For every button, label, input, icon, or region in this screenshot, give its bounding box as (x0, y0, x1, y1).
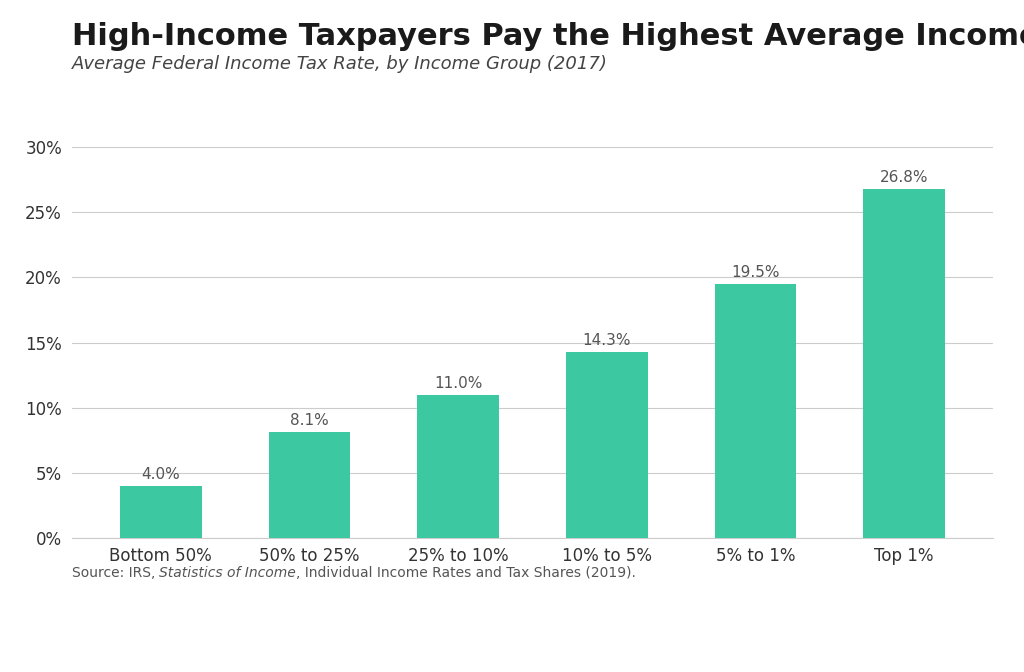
Bar (268, 432, 350, 538)
Text: Average Federal Income Tax Rate, by Income Group (2017): Average Federal Income Tax Rate, by Inco… (72, 55, 607, 73)
Bar (418, 394, 499, 538)
Text: 26.8%: 26.8% (880, 170, 929, 185)
Bar (715, 284, 797, 538)
Text: , Individual Income Rates and Tax Shares (2019).: , Individual Income Rates and Tax Shares… (296, 566, 636, 580)
Bar (863, 189, 945, 538)
Text: @TaxFoundation: @TaxFoundation (852, 637, 1006, 655)
Bar (566, 351, 648, 538)
Text: 14.3%: 14.3% (583, 333, 631, 347)
Text: Source: IRS,: Source: IRS, (72, 566, 160, 580)
Text: 4.0%: 4.0% (141, 466, 180, 482)
Bar (120, 486, 202, 538)
Text: 19.5%: 19.5% (731, 265, 779, 280)
Text: TAX FOUNDATION: TAX FOUNDATION (18, 637, 184, 655)
Text: Statistics of Income: Statistics of Income (160, 566, 296, 580)
Text: 8.1%: 8.1% (290, 413, 329, 428)
Text: High-Income Taxpayers Pay the Highest Average Income Tax Rate: High-Income Taxpayers Pay the Highest Av… (72, 22, 1024, 50)
Text: 11.0%: 11.0% (434, 376, 482, 390)
